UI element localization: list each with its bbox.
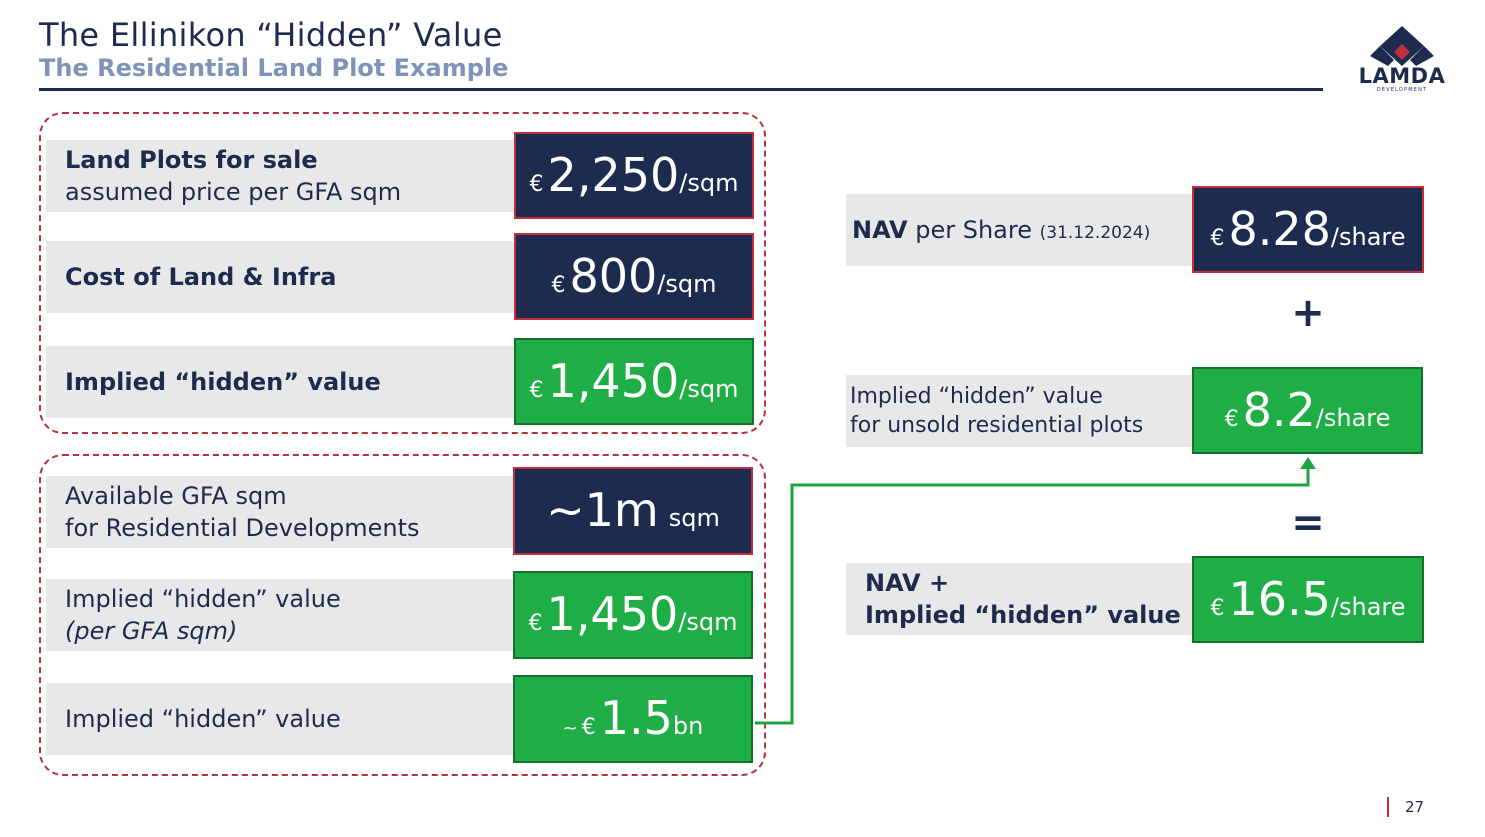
plus-sign: + — [1291, 290, 1325, 336]
land-plots-value: 2,250 — [547, 148, 680, 202]
cost-land-title: Cost of Land & Infra — [65, 263, 337, 291]
hidden-residential-line2: for unsold residential plots — [850, 413, 1144, 438]
implied-value-title: Implied “hidden” value — [65, 368, 381, 396]
implied-value-box: € 1,450 /sqm — [514, 338, 754, 425]
unit-label: /sqm — [657, 270, 717, 298]
currency-symbol: € — [581, 715, 596, 740]
page-subtitle: The Residential Land Plot Example — [39, 54, 509, 82]
lamda-logo-icon — [1370, 26, 1434, 66]
nav-value-box: € 8.28 /share — [1192, 186, 1424, 273]
implied-value-number: 1,450 — [547, 354, 680, 408]
land-plots-sub: assumed price per GFA sqm — [65, 178, 402, 206]
unit-label: /sqm — [679, 169, 739, 197]
total-label-line2: Implied “hidden” value — [865, 601, 1181, 629]
land-plots-value-box: € 2,250 /sqm — [514, 132, 754, 219]
implied-per-gfa-line2: (per GFA sqm) — [65, 617, 238, 645]
implied-value-label: Implied “hidden” value — [46, 346, 514, 418]
page-number-bar — [1387, 797, 1389, 817]
unit-label: sqm — [668, 504, 720, 532]
implied-per-gfa-label: Implied “hidden” value (per GFA sqm) — [46, 579, 514, 651]
implied-total-box: ~ € 1.5 bn — [513, 675, 753, 763]
equals-sign: = — [1291, 500, 1325, 546]
approx-prefix: ~ — [562, 718, 578, 739]
nav-label-rest: per Share — [907, 216, 1040, 244]
currency-symbol: € — [529, 172, 544, 197]
hidden-residential-line1: Implied “hidden” value — [850, 384, 1103, 409]
total-value: 16.5 — [1228, 572, 1331, 626]
currency-symbol: € — [528, 611, 543, 636]
implied-total-line1: Implied “hidden” value — [65, 705, 341, 733]
currency-symbol: € — [1210, 596, 1225, 621]
currency-symbol: € — [1210, 226, 1225, 251]
connector-arrow-icon — [755, 457, 1316, 725]
available-gfa-value: ~1m — [546, 483, 659, 537]
currency-symbol: € — [551, 273, 566, 298]
available-gfa-label: Available GFA sqm for Residential Develo… — [46, 476, 514, 548]
available-gfa-line1: Available GFA sqm — [65, 482, 287, 510]
unit-label: /share — [1330, 223, 1406, 251]
cost-land-label: Cost of Land & Infra — [46, 241, 514, 313]
logo-wordmark: LAMDA — [1358, 64, 1446, 88]
cost-land-value-box: € 800 /sqm — [514, 233, 754, 320]
unit-label: /share — [1330, 593, 1406, 621]
land-plots-label: Land Plots for sale assumed price per GF… — [46, 140, 514, 212]
total-label: NAV + Implied “hidden” value — [846, 563, 1192, 635]
nav-label: NAV per Share (31.12.2024) — [846, 194, 1192, 266]
hidden-residential-box: € 8.2 /share — [1192, 367, 1423, 454]
hidden-residential-value: 8.2 — [1242, 383, 1316, 437]
available-gfa-line2: for Residential Developments — [65, 514, 420, 542]
page-number: 27 — [1405, 798, 1425, 816]
logo-tagline: DEVELOPMENT — [1376, 87, 1428, 93]
unit-label: /sqm — [679, 375, 739, 403]
unit-label: /sqm — [678, 608, 738, 636]
unit-label: /share — [1315, 404, 1391, 432]
unit-label: bn — [672, 712, 704, 740]
cost-land-value: 800 — [569, 249, 658, 303]
total-value-box: € 16.5 /share — [1192, 556, 1424, 643]
implied-total-label: Implied “hidden” value — [46, 683, 514, 755]
currency-symbol: € — [529, 378, 544, 403]
hidden-residential-label: Implied “hidden” value for unsold reside… — [846, 375, 1192, 447]
nav-value: 8.28 — [1228, 202, 1331, 256]
implied-total-value: 1.5 — [599, 691, 673, 745]
implied-per-gfa-value: 1,450 — [546, 587, 679, 641]
land-plots-title: Land Plots for sale — [65, 146, 318, 174]
nav-label-bold: NAV — [852, 216, 908, 244]
page-title: The Ellinikon “Hidden” Value — [39, 16, 503, 54]
nav-label-date: (31.12.2024) — [1039, 223, 1151, 243]
currency-symbol: € — [1224, 407, 1239, 432]
header-rule — [39, 88, 1323, 91]
total-label-line1: NAV + — [865, 569, 950, 597]
available-gfa-value-box: ~1m sqm — [513, 467, 753, 555]
implied-per-gfa-box: € 1,450 /sqm — [513, 571, 753, 659]
group1-frame — [39, 112, 766, 434]
group2-frame — [39, 454, 766, 776]
implied-per-gfa-line1: Implied “hidden” value — [65, 585, 341, 613]
